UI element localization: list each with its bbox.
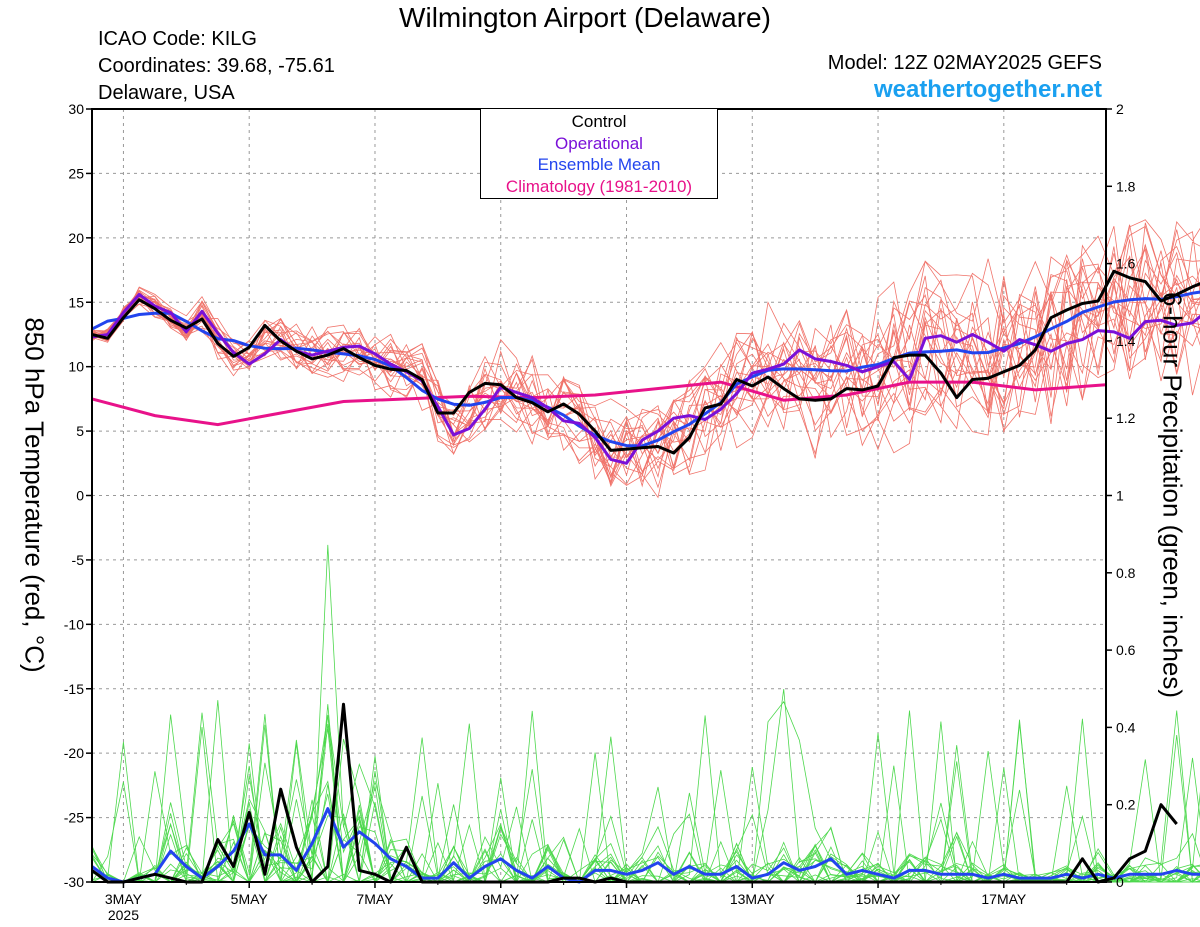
main-series [91,269,1200,884]
x-tick-label: 9MAY [482,891,520,907]
y-tick-label-left: 20 [68,230,84,246]
x-tick-label: 17MAY [981,891,1027,907]
site-link[interactable]: weathertogether.net [873,76,1102,103]
legend: Control Operational Ensemble Mean Climat… [480,108,718,199]
y-tick-label-left: -10 [64,616,84,632]
x-tick-sublabel: 2025 [108,907,139,923]
y-tick-label-left: 30 [68,101,84,117]
y-tick-label-right: 0.8 [1116,565,1136,581]
temperature-control-line [91,269,1200,455]
y-tick-label-right: 0.2 [1116,797,1136,813]
legend-control: Control [571,112,627,131]
temperature-member-line [91,251,1200,499]
y-tick-label-right: 1.8 [1116,178,1136,194]
icao-code: ICAO Code: KILG [98,28,257,50]
y-axis-label-left: 850 hPa Temperature (red, °C) [19,317,50,673]
gridlines [92,109,1106,882]
climatology-line [91,380,1107,427]
y-tick-label-left: -5 [72,552,85,568]
y-tick-label-left: -30 [64,874,84,890]
model-run: Model: 12Z 02MAY2025 GEFS [827,52,1102,74]
y-tick-label-left: -25 [64,810,84,826]
y-tick-label-right: 0.4 [1116,719,1136,735]
y-tick-label-right: 0 [1116,874,1124,890]
temperature-member-line [91,241,1200,484]
x-tick-label: 13MAY [730,891,776,907]
y-tick-label-right: 0.6 [1116,642,1136,658]
x-tick-label: 15MAY [856,891,902,907]
region: Delaware, USA [98,82,235,104]
x-tick-label: 7MAY [356,891,394,907]
temperature-member-line [91,246,1200,477]
temperature-member-line [91,231,1200,486]
axes: 302520151050-5-10-15-20-25-3021.81.61.41… [64,101,1136,923]
temperature-ensemble-mean-line [91,290,1200,448]
legend-ensemble-mean: Ensemble Mean [537,155,661,174]
y-tick-label-left: 0 [76,488,84,504]
coordinates: Coordinates: 39.68, -75.61 [98,55,335,77]
x-tick-label: 3MAY [105,891,143,907]
y-tick-label-right: 2 [1116,101,1124,117]
temperature-member-line [91,243,1200,485]
y-tick-label-left: -20 [64,745,84,761]
temperature-member-line [91,294,1200,468]
chart-title: Wilmington Airport (Delaware) [399,2,771,33]
y-tick-label-right: 1.2 [1116,410,1136,426]
y-tick-label-right: 1.4 [1116,333,1136,349]
temperature-operational-line [91,293,1200,465]
y-tick-label-left: 15 [68,294,84,310]
y-axis-label-right: 6-hour Precipitation (green, inches) [1157,291,1188,699]
y-tick-label-right: 1.6 [1116,256,1136,272]
x-tick-label: 5MAY [231,891,269,907]
precipitation-member-line [91,714,1200,883]
y-tick-label-right: 1 [1116,488,1124,504]
y-tick-label-left: -15 [64,681,84,697]
temperature-member-line [91,244,1200,479]
y-tick-label-left: 10 [68,359,84,375]
x-tick-label: 11MAY [605,891,649,907]
precipitation-members [91,544,1200,884]
legend-operational: Operational [555,133,643,153]
temperature-member-line [91,220,1200,489]
legend-climatology: Climatology (1981-2010) [505,176,693,196]
y-tick-label-left: 5 [76,423,84,439]
temperature-member-line [91,268,1200,486]
precip-ensemble-mean-line [91,807,1200,884]
y-tick-label-left: 25 [68,165,84,181]
